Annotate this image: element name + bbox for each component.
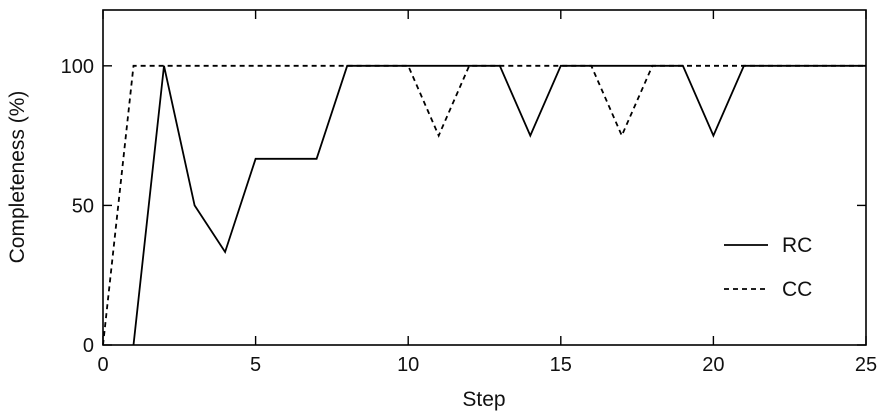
y-tick-label: 0 xyxy=(83,335,94,357)
legend-label-cc: CC xyxy=(782,278,812,301)
tick-labels: 0 5 10 15 20 25 0 50 100 xyxy=(61,56,878,376)
x-tick-label: 20 xyxy=(702,354,724,376)
x-tick-label: 15 xyxy=(550,354,572,376)
series-layer xyxy=(102,64,866,346)
series-cc-line xyxy=(102,64,866,346)
x-tick-label: 5 xyxy=(250,354,261,376)
y-tick-label: 50 xyxy=(72,195,94,217)
legend: RC CC xyxy=(724,234,812,301)
legend-label-rc: RC xyxy=(782,234,812,257)
y-tick-label: 100 xyxy=(61,56,94,78)
x-tick-label: 10 xyxy=(397,354,419,376)
x-axis-title: Step xyxy=(462,388,505,411)
x-tick-label: 25 xyxy=(855,354,877,376)
x-tick-label: 0 xyxy=(97,354,108,376)
y-axis-title: Completeness (%) xyxy=(6,91,29,264)
plot-frame xyxy=(102,9,867,346)
series-rc-line xyxy=(132,64,866,346)
axis-ticks xyxy=(102,10,867,346)
